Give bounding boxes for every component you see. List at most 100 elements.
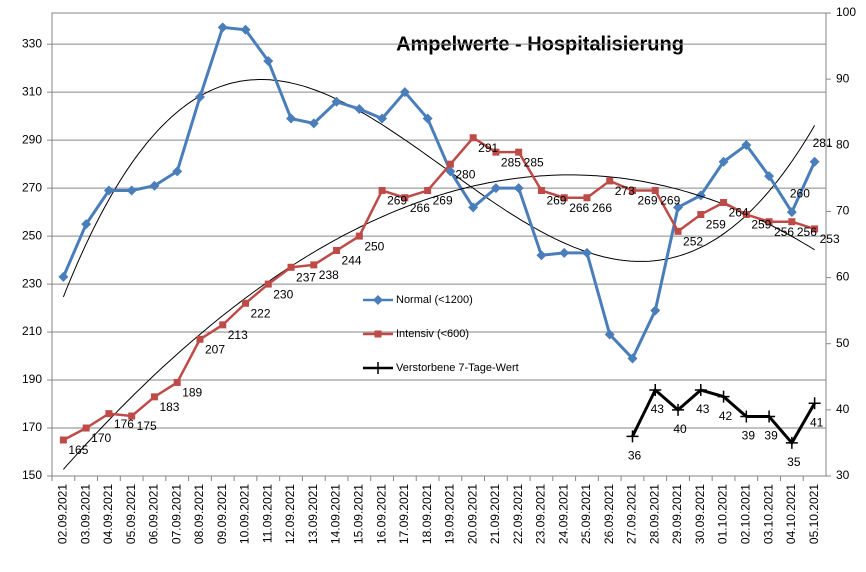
y-tick-label: 230 xyxy=(22,276,42,290)
trendline xyxy=(62,79,816,298)
marker xyxy=(333,246,341,254)
y-tick-label: 270 xyxy=(22,180,42,194)
data-label: 280 xyxy=(455,167,475,181)
y-tick-label: 150 xyxy=(22,468,42,482)
marker xyxy=(717,390,730,403)
marker xyxy=(422,113,433,124)
marker xyxy=(263,55,274,66)
data-label: 35 xyxy=(787,455,801,469)
x-tick-label: 18.09.2021 xyxy=(420,484,434,544)
x-tick-label: 09.09.2021 xyxy=(215,484,229,544)
marker xyxy=(308,118,319,129)
marker xyxy=(674,227,682,235)
marker xyxy=(173,378,181,386)
marker xyxy=(150,393,158,401)
marker xyxy=(331,96,342,107)
data-label: 256 xyxy=(774,225,794,239)
marker xyxy=(583,194,591,202)
marker xyxy=(604,329,615,340)
x-tick-label: 05.09.2021 xyxy=(124,484,138,544)
x-tick-label: 03.10.2021 xyxy=(761,484,775,544)
marker xyxy=(742,211,750,219)
marker xyxy=(809,156,820,167)
marker xyxy=(490,183,501,194)
data-label: 36 xyxy=(628,448,642,462)
marker xyxy=(785,436,798,449)
legend-label: Verstorbene 7-Tage-Wert xyxy=(396,362,519,374)
marker xyxy=(355,232,363,240)
data-label: 269 xyxy=(387,194,407,208)
marker xyxy=(264,280,272,288)
x-tick-label: 13.09.2021 xyxy=(306,484,320,544)
marker xyxy=(740,410,753,423)
y-tick-label: 310 xyxy=(22,84,42,98)
marker xyxy=(492,148,500,156)
marker xyxy=(468,202,479,213)
marker xyxy=(627,353,638,364)
y-tick-label: 210 xyxy=(22,324,42,338)
data-label: 244 xyxy=(342,254,362,268)
marker xyxy=(196,335,204,343)
data-label: 170 xyxy=(91,431,111,445)
marker xyxy=(811,225,819,233)
marker xyxy=(377,113,388,124)
x-tick-label: 02.10.2021 xyxy=(738,484,752,544)
marker xyxy=(650,305,661,316)
data-label: 266 xyxy=(569,201,589,215)
marker xyxy=(697,211,705,219)
series-markers xyxy=(626,384,821,449)
x-tick-label: 19.09.2021 xyxy=(443,484,457,544)
marker xyxy=(424,187,432,195)
marker xyxy=(764,171,775,182)
marker xyxy=(629,187,636,195)
marker xyxy=(536,250,547,261)
marker xyxy=(128,412,136,420)
x-tick-label: 08.09.2021 xyxy=(192,484,206,544)
y2-tick-label: 80 xyxy=(836,137,850,151)
marker xyxy=(694,384,707,397)
data-label: 273 xyxy=(615,184,635,198)
marker xyxy=(741,139,752,150)
series-markers xyxy=(58,22,820,364)
data-label: 259 xyxy=(706,218,726,232)
data-label: 175 xyxy=(137,419,157,433)
series-line xyxy=(62,25,816,362)
x-tick-label: 02.09.2021 xyxy=(56,484,70,544)
y2-tick-label: 70 xyxy=(836,204,850,218)
legend-marker xyxy=(373,295,383,305)
marker xyxy=(105,410,113,418)
y-tick-label: 290 xyxy=(22,132,42,146)
x-tick-label: 04.09.2021 xyxy=(101,484,115,544)
data-label: 176 xyxy=(114,417,134,431)
data-label: 291 xyxy=(478,141,498,155)
marker xyxy=(354,103,365,114)
data-label: 269 xyxy=(660,194,680,208)
marker xyxy=(788,218,796,226)
marker xyxy=(469,134,477,142)
data-label: 238 xyxy=(319,268,339,282)
marker xyxy=(399,87,410,98)
marker xyxy=(763,410,776,423)
x-tick-label: 20.09.2021 xyxy=(465,484,479,544)
x-tick-label: 07.09.2021 xyxy=(169,484,183,544)
legend-label: Normal (<1200) xyxy=(396,294,473,306)
data-label: 43 xyxy=(696,402,710,416)
y-tick-label: 190 xyxy=(22,372,42,386)
y-tick-label: 170 xyxy=(22,420,42,434)
x-tick-label: 10.09.2021 xyxy=(238,484,252,544)
y-tick-label: 250 xyxy=(22,228,42,242)
data-label: 253 xyxy=(820,232,840,246)
marker xyxy=(242,299,249,307)
y2-tick-label: 40 xyxy=(836,402,850,416)
data-label: 260 xyxy=(790,186,810,200)
marker xyxy=(559,247,570,258)
marker xyxy=(149,180,160,191)
data-label: 207 xyxy=(205,342,225,356)
x-tick-label: 22.09.2021 xyxy=(511,484,525,544)
x-tick-label: 30.09.2021 xyxy=(693,484,707,544)
marker xyxy=(560,194,568,202)
data-label: 250 xyxy=(364,239,384,253)
x-tick-label: 01.10.2021 xyxy=(716,484,730,544)
marker xyxy=(672,403,685,416)
